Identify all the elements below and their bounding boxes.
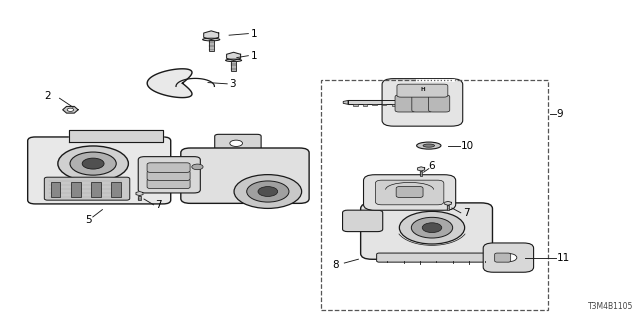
- FancyBboxPatch shape: [138, 157, 200, 193]
- Text: 9: 9: [557, 108, 563, 119]
- Polygon shape: [69, 130, 163, 142]
- Text: 2: 2: [45, 91, 51, 101]
- FancyBboxPatch shape: [44, 177, 130, 200]
- Bar: [209, 40, 214, 51]
- FancyBboxPatch shape: [375, 180, 444, 205]
- FancyBboxPatch shape: [429, 95, 450, 112]
- Circle shape: [412, 217, 452, 238]
- Text: 10: 10: [461, 140, 474, 151]
- Bar: [321, 80, 548, 310]
- FancyBboxPatch shape: [376, 253, 496, 262]
- Ellipse shape: [225, 59, 242, 62]
- FancyBboxPatch shape: [180, 148, 309, 204]
- Ellipse shape: [423, 144, 435, 147]
- Circle shape: [58, 146, 129, 181]
- Circle shape: [258, 187, 278, 196]
- Circle shape: [82, 158, 104, 169]
- Polygon shape: [348, 100, 397, 104]
- FancyBboxPatch shape: [147, 171, 190, 180]
- Bar: [382, 104, 387, 105]
- Circle shape: [67, 108, 74, 111]
- Text: 7: 7: [155, 200, 161, 210]
- Bar: [353, 104, 358, 106]
- FancyBboxPatch shape: [396, 187, 423, 197]
- Text: 1: 1: [251, 28, 257, 39]
- Bar: [138, 196, 141, 200]
- FancyBboxPatch shape: [215, 134, 261, 156]
- Bar: [71, 181, 81, 197]
- Polygon shape: [343, 100, 348, 104]
- FancyBboxPatch shape: [28, 137, 171, 204]
- Text: 7: 7: [463, 208, 469, 218]
- Polygon shape: [445, 201, 451, 205]
- Polygon shape: [136, 191, 143, 196]
- Circle shape: [422, 223, 442, 233]
- Ellipse shape: [417, 142, 441, 149]
- Circle shape: [70, 152, 116, 175]
- Text: 11: 11: [557, 252, 570, 263]
- Polygon shape: [204, 31, 219, 40]
- Bar: [111, 181, 121, 197]
- FancyBboxPatch shape: [342, 210, 383, 232]
- Text: 6: 6: [428, 161, 435, 171]
- Bar: [392, 104, 396, 106]
- FancyBboxPatch shape: [483, 243, 534, 272]
- Bar: [447, 205, 449, 210]
- Bar: [231, 61, 236, 71]
- FancyBboxPatch shape: [395, 95, 416, 112]
- Polygon shape: [227, 52, 241, 60]
- Bar: [372, 104, 377, 105]
- Bar: [91, 181, 101, 197]
- Bar: [51, 181, 60, 197]
- FancyBboxPatch shape: [147, 163, 190, 172]
- FancyBboxPatch shape: [495, 253, 511, 262]
- Text: 3: 3: [229, 79, 236, 89]
- Polygon shape: [417, 167, 425, 171]
- Text: 8: 8: [333, 260, 339, 270]
- FancyBboxPatch shape: [147, 179, 190, 188]
- Text: H: H: [420, 87, 425, 92]
- Text: 1: 1: [251, 51, 257, 61]
- Text: 5: 5: [85, 215, 92, 225]
- FancyBboxPatch shape: [382, 79, 463, 126]
- FancyBboxPatch shape: [361, 203, 493, 259]
- Ellipse shape: [202, 38, 220, 41]
- Polygon shape: [147, 69, 192, 98]
- FancyBboxPatch shape: [397, 84, 448, 97]
- Circle shape: [500, 253, 517, 262]
- Text: T3M4B1105: T3M4B1105: [588, 302, 634, 311]
- FancyBboxPatch shape: [412, 95, 433, 112]
- Circle shape: [234, 175, 301, 208]
- Bar: [363, 104, 367, 106]
- FancyBboxPatch shape: [364, 175, 456, 210]
- Circle shape: [230, 140, 243, 147]
- Polygon shape: [63, 107, 78, 113]
- Circle shape: [246, 181, 289, 202]
- Circle shape: [399, 212, 465, 244]
- Bar: [420, 171, 422, 176]
- Circle shape: [192, 164, 203, 170]
